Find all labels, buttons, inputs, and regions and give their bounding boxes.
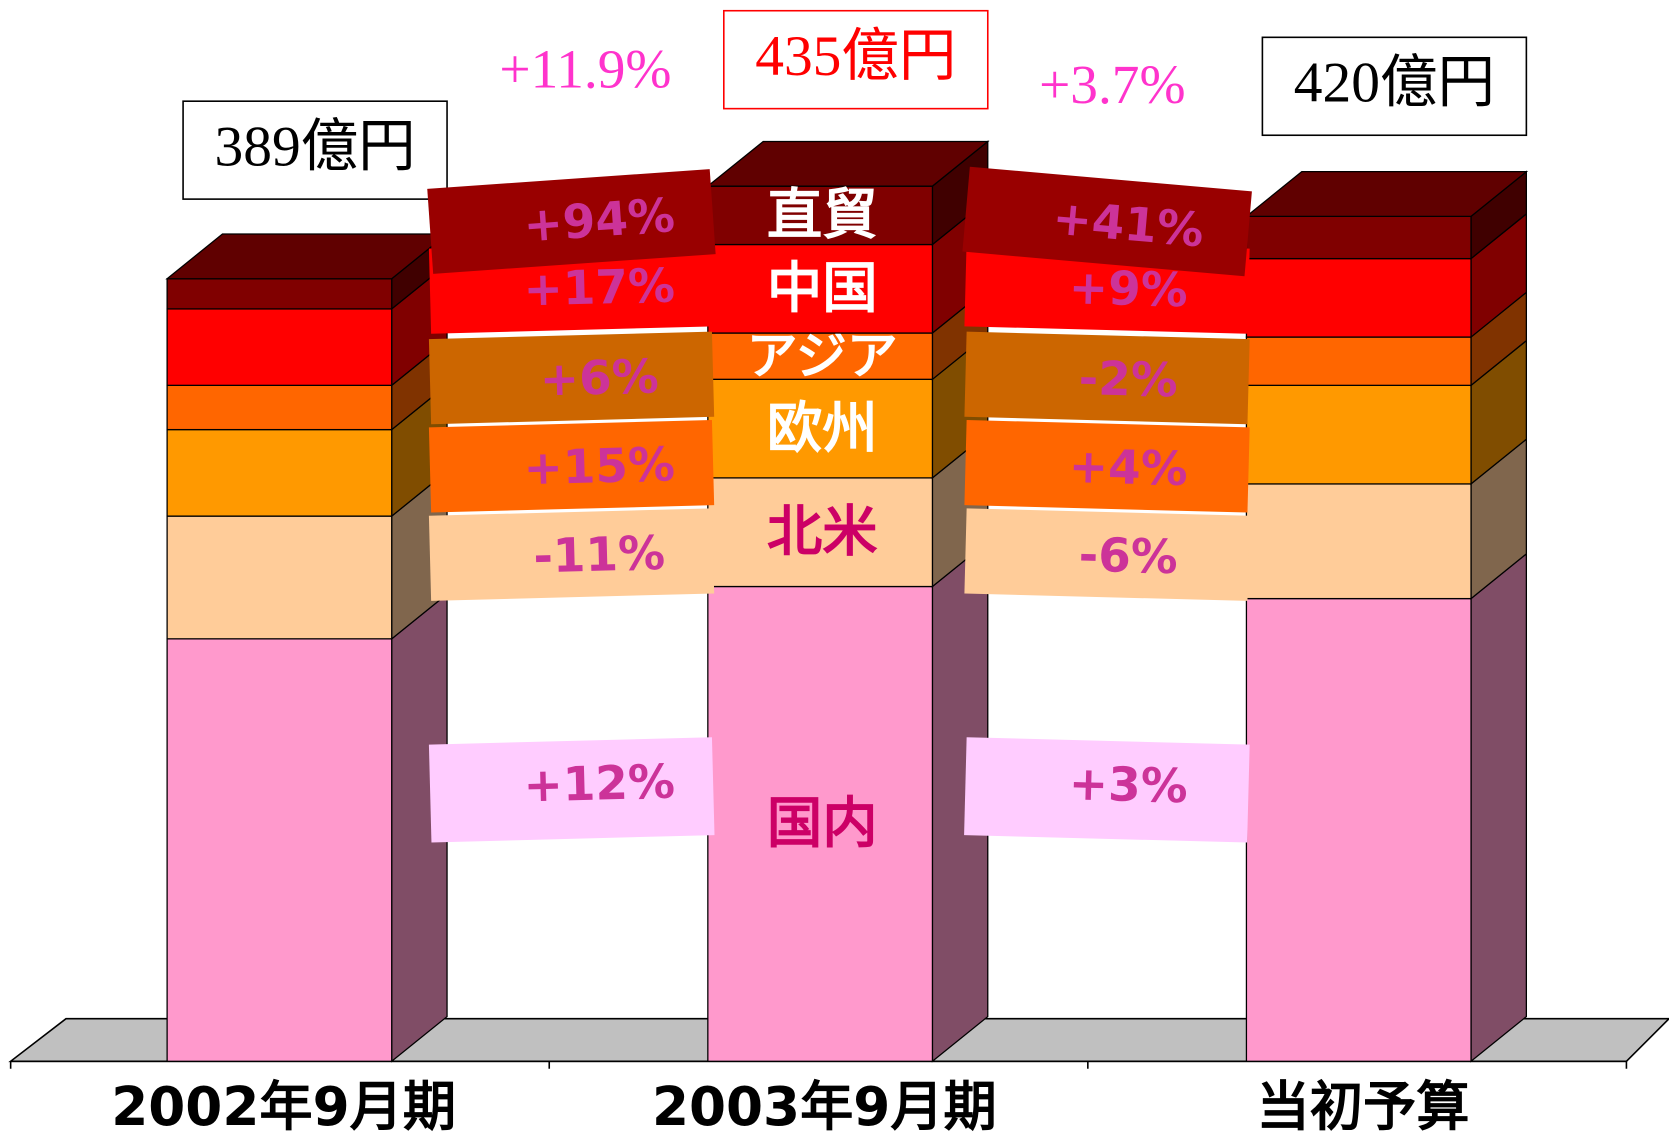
badge-label: +12% [523, 756, 676, 814]
bar-segment [166, 515, 393, 640]
bar-side [1470, 552, 1528, 1063]
bar-segment [707, 378, 934, 479]
total-box [723, 9, 989, 110]
ticks [9, 1061, 1628, 1069]
badge-box [428, 737, 715, 843]
badge-label: +4% [1068, 440, 1188, 497]
badge-box [962, 166, 1252, 277]
series-label: 直貿 [767, 184, 878, 248]
series-label: 欧州 [767, 397, 878, 461]
growth-badge: -11% [428, 508, 715, 601]
badge-box [427, 169, 716, 274]
x-tick-label: 2003年9月期 [652, 1076, 997, 1138]
x-tick-label: 2002年9月期 [111, 1076, 456, 1138]
badge-label: -2% [1078, 352, 1178, 409]
badge-label: -11% [533, 527, 666, 584]
total-label: 389億円 [214, 115, 415, 178]
bar-segment [707, 185, 934, 246]
badge-box [428, 508, 715, 601]
bar-segment [1245, 384, 1472, 485]
badge-label: +94% [522, 189, 677, 253]
bar-segment [166, 278, 393, 310]
growth-badge: +41% [962, 166, 1252, 277]
badge-label: +17% [523, 260, 676, 318]
growth-badge: +94% [427, 169, 716, 274]
series-label: 北米 [767, 501, 878, 565]
badge-box [428, 331, 715, 425]
growth-badge: +3% [964, 737, 1250, 843]
bar-segment [707, 585, 934, 1062]
growth-total: +11.9% [499, 38, 671, 99]
growth-badge: +6% [428, 331, 715, 425]
series-label: アジア [747, 327, 898, 386]
badge-box [964, 420, 1250, 513]
badge-label: +41% [1051, 192, 1206, 259]
bar-segment [166, 638, 393, 1062]
total-box [1261, 36, 1528, 137]
growth-total: +3.7% [1039, 54, 1185, 115]
bar-segment [707, 477, 934, 588]
bar-top [706, 140, 990, 187]
growth-badge: +12% [428, 737, 715, 843]
bar-segment [1245, 483, 1472, 600]
badge-box [964, 331, 1250, 425]
badge-box [964, 508, 1250, 601]
growth-badge: -2% [964, 331, 1250, 425]
bar-segment [166, 428, 393, 517]
badge-label: +9% [1068, 261, 1188, 318]
badge-label: +15% [523, 438, 676, 496]
bar-segment [166, 384, 393, 431]
badge-box [964, 737, 1250, 843]
total-label: 435億円 [755, 25, 956, 88]
bar-segment [1245, 336, 1472, 386]
total-box [182, 100, 448, 200]
badge-label: +3% [1068, 757, 1188, 814]
series-label: 中国 [767, 257, 878, 321]
badge-label: -6% [1078, 529, 1178, 586]
growth-badge: +4% [964, 420, 1250, 513]
x-tick-label: 当初予算 [1257, 1076, 1470, 1138]
growth-badge: +15% [428, 420, 715, 513]
badge-label: +6% [539, 350, 659, 407]
bar-segment [707, 332, 934, 380]
bar-segment [1245, 257, 1472, 338]
bar-segment [1245, 597, 1472, 1062]
bar-segment [1245, 215, 1472, 260]
total-label: 420億円 [1294, 52, 1495, 115]
badge-box [428, 420, 715, 513]
bar-segment [166, 308, 393, 386]
series-label: 国内 [767, 792, 878, 856]
bar-top [1244, 171, 1529, 217]
growth-badge: -6% [964, 508, 1250, 601]
